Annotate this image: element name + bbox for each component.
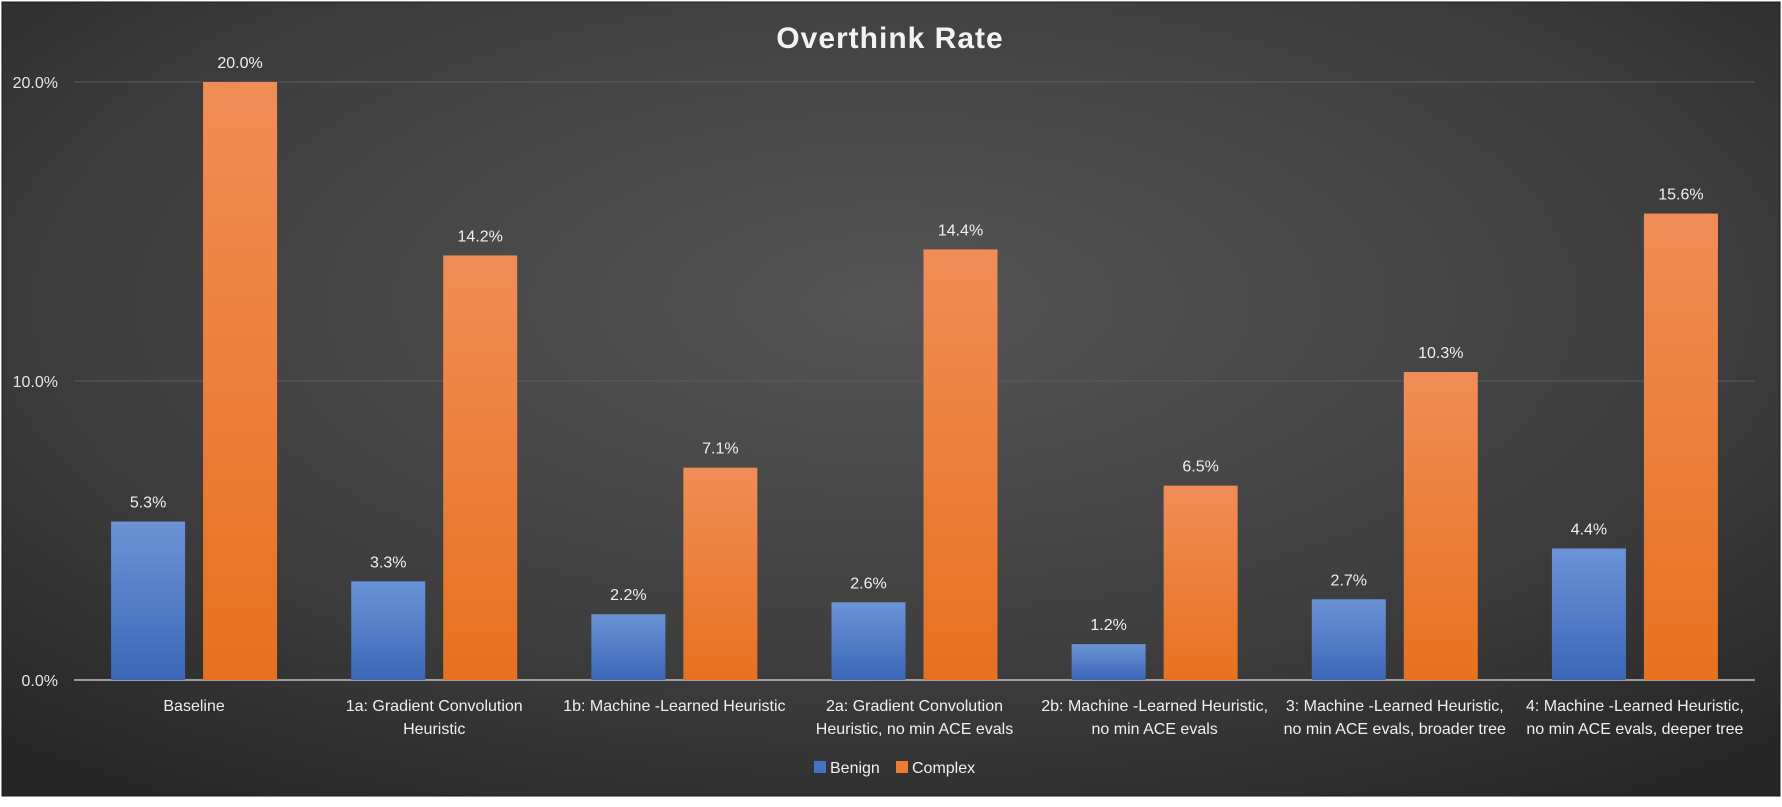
data-label-benign: 1.2% — [1090, 617, 1126, 634]
bar-complex — [683, 467, 758, 680]
bar-benign — [1311, 599, 1386, 680]
x-tick-label: 2b: Machine -Learned Heuristic, no min AC… — [1041, 698, 1268, 738]
x-axis-category-labels: Baseline 1a: Gradient Convolution Heuristi… — [163, 698, 1743, 738]
data-label-complex: 20.0% — [217, 55, 262, 72]
x-tick-label: 3: Machine -Learned Heuristic, no min ACE… — [1284, 698, 1506, 738]
y-tick-label: 20.0% — [13, 75, 58, 92]
bar-benign — [1071, 644, 1146, 680]
data-label-benign: 5.3% — [130, 495, 166, 512]
y-tick-label: 0.0% — [22, 673, 58, 690]
bar-complex — [1163, 485, 1238, 680]
y-tick-label: 10.0% — [13, 374, 58, 391]
bar-complex — [443, 255, 518, 681]
y-axis-tick-labels: 0.0% 10.0% 20.0% — [13, 75, 58, 690]
legend-label: Complex — [912, 760, 975, 777]
data-label-complex: 14.4% — [938, 222, 983, 239]
x-tick-label: 1b: Machine -Learned Heuristic — [563, 698, 785, 715]
x-tick-label: 1a: Gradient Convolution Heuristic — [346, 698, 523, 738]
data-label-complex: 6.5% — [1182, 459, 1218, 476]
legend: Benign Complex — [814, 760, 975, 777]
legend-item-benign: Benign — [814, 760, 880, 777]
data-label-complex: 15.6% — [1658, 187, 1703, 204]
data-label-benign: 4.4% — [1571, 521, 1607, 538]
bars — [111, 82, 1718, 681]
legend-item-complex: Complex — [896, 760, 975, 777]
bar-benign — [1551, 548, 1626, 680]
chart-title: Overthink Rate — [776, 22, 1003, 55]
bar-complex — [923, 249, 998, 680]
bar-benign — [591, 614, 666, 680]
x-tick-label: 2a: Gradient Convolution Heuristic, no mi… — [816, 698, 1013, 738]
data-label-benign: 2.6% — [850, 575, 886, 592]
data-label-complex: 14.2% — [458, 228, 503, 245]
bar-benign — [111, 521, 186, 680]
data-labels: 5.3% 20.0% 3.3% 14.2% 2.2% 7.1% 2.6% 14.4% 1.2% 6… — [130, 55, 1704, 634]
x-tick-label: Baseline — [163, 698, 224, 715]
legend-swatch — [896, 761, 908, 773]
bar-benign — [831, 602, 906, 680]
data-label-complex: 7.1% — [702, 441, 738, 458]
data-label-benign: 2.2% — [610, 587, 646, 604]
legend-label: Benign — [830, 760, 880, 777]
x-tick-label: 4: Machine -Learned Heuristic, no min ACE… — [1526, 698, 1744, 738]
bar-complex — [1643, 213, 1718, 680]
bar-complex — [203, 82, 278, 680]
data-label-benign: 3.3% — [370, 554, 406, 571]
bar-benign — [351, 581, 426, 680]
data-label-benign: 2.7% — [1331, 572, 1367, 589]
legend-swatch — [814, 761, 826, 773]
data-label-complex: 10.3% — [1418, 345, 1463, 362]
bar-complex — [1403, 372, 1478, 680]
